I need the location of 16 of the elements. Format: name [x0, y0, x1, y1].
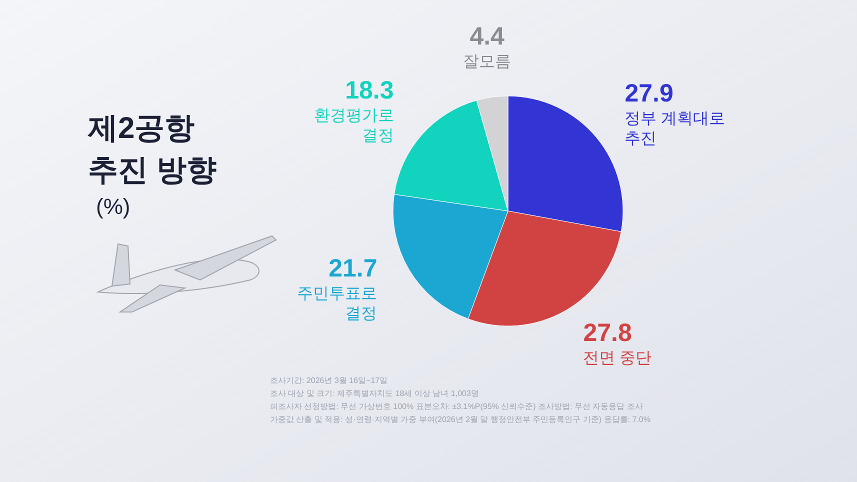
slice-label: 환경평가로 결정: [314, 108, 394, 145]
text: (%): [96, 194, 130, 219]
text: 제2공항 추진 방향: [87, 112, 216, 187]
slice-label: 전면 중단: [583, 350, 652, 368]
text: 가중값 산출 및 적용: 성·연령·지역별 가중 부여(2026년 2월 말 행정안전부 주민등록인구 기준) 응답률: 7.0%: [270, 415, 650, 424]
text: 조사기간: 2026년 3월 16일~17일: [270, 376, 388, 385]
slice-label: 주민투표로 결정: [297, 286, 378, 323]
data-label: 4.4: [470, 22, 505, 50]
data-label: 27.8: [583, 319, 632, 348]
data-label: 18.3: [345, 76, 394, 105]
data-label: 21.7: [328, 254, 378, 283]
text: 조사 대상 및 크기: 제주특별자치도 18세 이상 남녀 1,003명: [270, 389, 479, 398]
data-label: 27.9: [624, 80, 674, 108]
slice-label: 정부 계획대로 추진: [624, 110, 726, 148]
text: 피조사자 선정방법: 무선 가상번호 100% 표본오차: ±3.1%P(95% 신뢰수준) 조사방법: 무선 자동응답 조사: [270, 402, 643, 411]
slice-label: 잘모름: [463, 53, 512, 70]
